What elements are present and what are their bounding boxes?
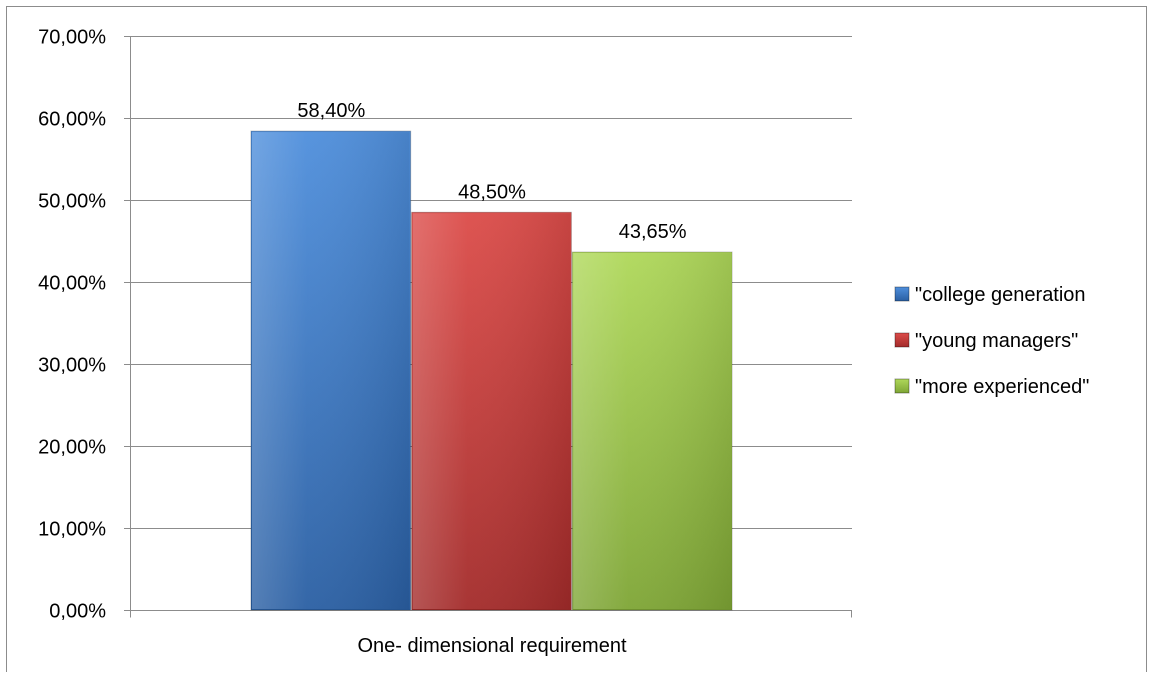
legend-label-3: "more experienced": [915, 376, 1089, 398]
y-tick-label: 70,00%: [38, 27, 106, 49]
data-labels: 58,40% 48,50% 43,65%: [297, 100, 686, 243]
data-label-2: 48,50%: [458, 181, 526, 203]
y-tick-label: 10,00%: [38, 519, 106, 541]
y-tick-label: 20,00%: [38, 437, 106, 459]
legend-label-2: "young managers": [915, 330, 1078, 352]
bars: [250, 130, 733, 611]
legend-swatch-1: [894, 286, 910, 302]
y-tick-label: 30,00%: [38, 355, 106, 377]
chart-frame: [6, 6, 1147, 672]
y-tick-label: 50,00%: [38, 191, 106, 213]
bar-1-highlight: [252, 132, 410, 609]
bar-2-highlight: [412, 213, 571, 610]
legend-swatch-3: [894, 378, 910, 394]
data-label-1: 58,40%: [297, 100, 365, 122]
y-tick-label: 40,00%: [38, 273, 106, 295]
axes: 0,00% 10,00% 20,00% 30,00% 40,00% 50,00% 60,00…: [38, 27, 852, 657]
legend: "college generation "young managers" "more…: [894, 284, 1089, 398]
x-category-label: One- dimensional requirement: [357, 635, 626, 657]
legend-label-1: "college generation: [915, 284, 1086, 306]
y-tick-label: 60,00%: [38, 109, 106, 131]
y-tick-label: 0,00%: [49, 601, 106, 623]
legend-swatch-2: [894, 332, 910, 348]
bar-3-highlight: [573, 253, 731, 609]
data-label-3: 43,65%: [619, 221, 687, 243]
